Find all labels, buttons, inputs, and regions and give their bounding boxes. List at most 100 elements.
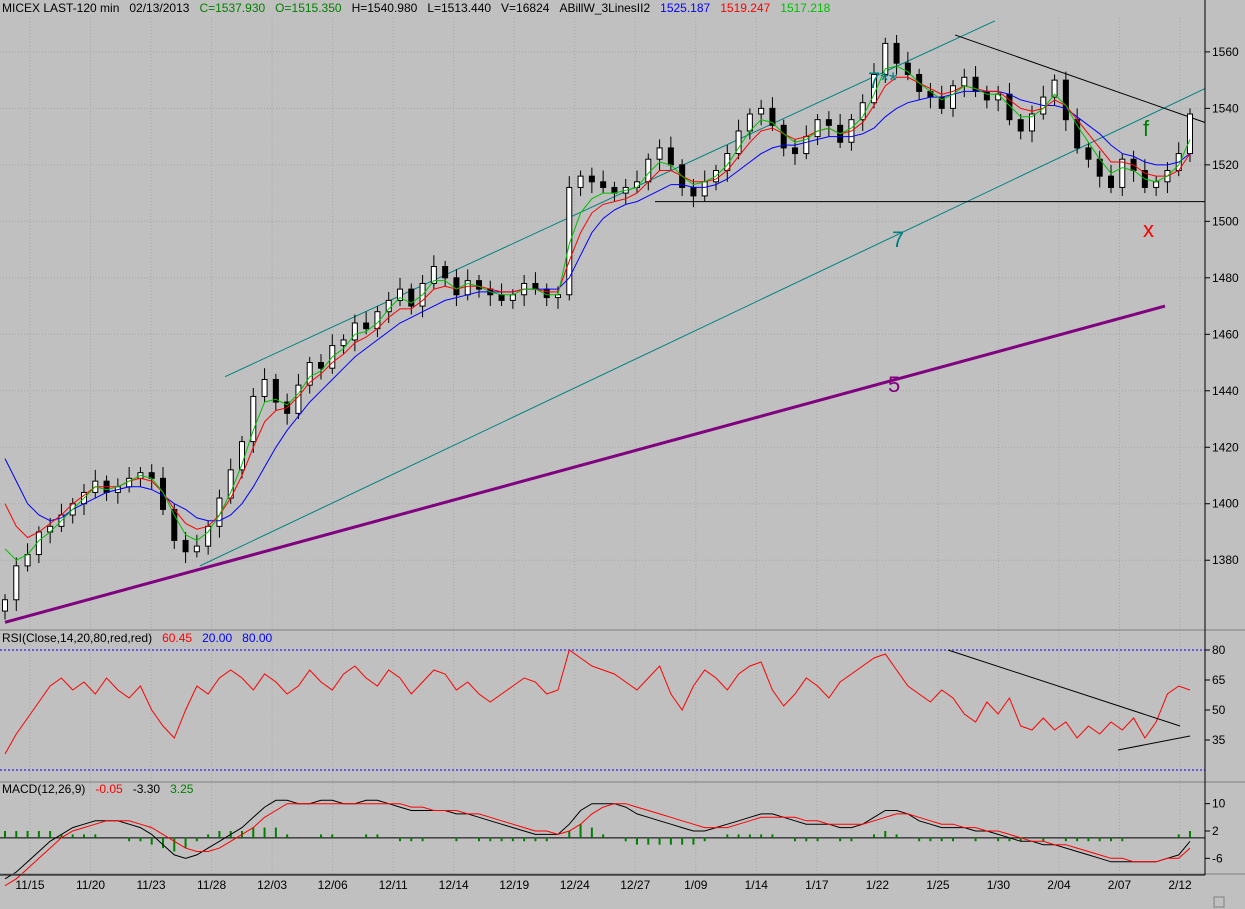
candle-body — [464, 280, 471, 296]
time-tick-label: 2/12 — [1168, 878, 1192, 892]
macd-tick-label: 10 — [1212, 797, 1226, 811]
candle-body — [397, 288, 403, 301]
time-tick-label: 1/25 — [926, 878, 950, 892]
close-value: C=1537.930 — [199, 1, 266, 15]
time-tick-label: 12/06 — [318, 878, 348, 892]
rsi-resistance-line — [947, 649, 1181, 727]
price-tick-label: 1440 — [1212, 384, 1239, 398]
price-tick-label: 1380 — [1212, 553, 1239, 567]
candle-body — [318, 362, 324, 369]
candle-body — [1017, 119, 1024, 132]
candle-body — [385, 299, 392, 313]
macd-value: -0.05 — [95, 782, 123, 796]
time-tick-label: 11/28 — [197, 878, 226, 892]
macd-panel: -6 2 10 — [0, 797, 1226, 887]
candle-body — [408, 288, 415, 307]
candle-body — [13, 565, 20, 601]
rsi-panel: 35 50 65 80 — [0, 643, 1226, 771]
price-header: MICEX LAST-120 min 02/13/2013 C=1537.930 O=… — [2, 1, 840, 15]
candle-body — [995, 93, 1002, 101]
wave-7-star-label: 7** — [868, 68, 898, 93]
candle-body — [47, 525, 54, 533]
candle-body — [1074, 119, 1081, 149]
candle-body — [746, 113, 753, 132]
candle-body — [24, 554, 31, 567]
wave-7-label: 7 — [892, 227, 904, 252]
rsi-low-level: 20.00 — [202, 631, 233, 645]
rsi-tick-label: 65 — [1212, 673, 1226, 687]
candle-body — [1051, 79, 1058, 98]
time-tick-label: 12/03 — [257, 878, 287, 892]
symbol-label: MICEX LAST-120 min — [2, 1, 120, 15]
time-tick-label: 12/27 — [620, 878, 650, 892]
candle-body — [950, 85, 956, 109]
candle-body — [701, 181, 708, 197]
candle-body — [532, 282, 539, 290]
candle-body — [250, 395, 257, 443]
macd-label: MACD(12,26,9) — [2, 782, 86, 796]
candle-body — [983, 90, 990, 101]
price-tick-label: 1520 — [1212, 158, 1239, 172]
candle-body — [498, 294, 505, 301]
time-tick-label: 1/22 — [866, 878, 890, 892]
indicator-name: ABillW_3LinesII2 — [559, 1, 651, 15]
candle-body — [769, 107, 776, 126]
candle-body — [442, 266, 449, 279]
resistance-line — [954, 34, 1206, 123]
candle-body — [295, 384, 302, 414]
candle-body — [667, 147, 674, 166]
candle-body — [904, 62, 911, 75]
candle-body — [792, 147, 798, 155]
time-tick-label: 12/24 — [560, 878, 590, 892]
candle-body — [577, 175, 584, 188]
open-value: O=1515.350 — [275, 1, 342, 15]
time-tick-label: 1/09 — [684, 878, 708, 892]
macd-signal-value: -3.30 — [132, 782, 161, 796]
candle-body — [1187, 113, 1193, 155]
candle-body — [780, 124, 787, 149]
candle-body — [961, 76, 968, 87]
candle-body — [814, 119, 821, 138]
green-line-value: 1517.218 — [780, 1, 831, 15]
wave-f-label: f — [1143, 116, 1150, 141]
candle-body — [825, 119, 832, 126]
candle-body — [340, 339, 347, 347]
macd-header: MACD(12,26,9) -0.05 -3.30 3.25 — [2, 782, 203, 796]
price-tick-label: 1400 — [1212, 497, 1239, 511]
ma-red-line — [4, 76, 1191, 539]
chart-grid — [0, 18, 1205, 875]
rsi-tick-label: 35 — [1212, 733, 1226, 747]
candle-body — [690, 186, 697, 197]
time-tick-label: 2/07 — [1108, 878, 1132, 892]
rsi-line — [4, 649, 1191, 755]
date-label: 02/13/2013 — [129, 1, 190, 15]
candle-body — [182, 539, 189, 553]
blue-line-value: 1525.187 — [660, 1, 711, 15]
candle-body — [1029, 113, 1035, 132]
time-tick-label: 1/14 — [745, 878, 769, 892]
macd-hist-value: 3.25 — [170, 782, 194, 796]
rsi-tick-label: 80 — [1212, 643, 1226, 657]
time-tick-label: 11/15 — [15, 878, 44, 892]
corner-box — [1213, 896, 1225, 908]
high-value: H=1540.980 — [351, 1, 418, 15]
lower-channel-line — [199, 88, 1206, 567]
rsi-header: RSI(Close,14,20,80,red,red) 60.45 20.00 80.… — [2, 631, 282, 645]
candle-body — [1085, 147, 1092, 160]
price-tick-label: 1420 — [1212, 440, 1239, 454]
time-tick-label: 11/20 — [76, 878, 105, 892]
price-tick-label: 1480 — [1212, 271, 1239, 285]
candle-body — [239, 441, 245, 471]
trendlines — [4, 20, 1206, 624]
macd-tick-label: -6 — [1212, 851, 1223, 865]
candle-body — [543, 288, 550, 299]
wave-annotations: 7** 7 5 x f — [868, 68, 1154, 397]
price-tick-label: 1560 — [1212, 45, 1239, 59]
candle-body — [216, 497, 223, 527]
time-tick-label: 1/17 — [805, 878, 829, 892]
time-tick-label: 1/30 — [987, 878, 1011, 892]
candle-body — [2, 599, 8, 612]
candle-body — [126, 477, 133, 488]
